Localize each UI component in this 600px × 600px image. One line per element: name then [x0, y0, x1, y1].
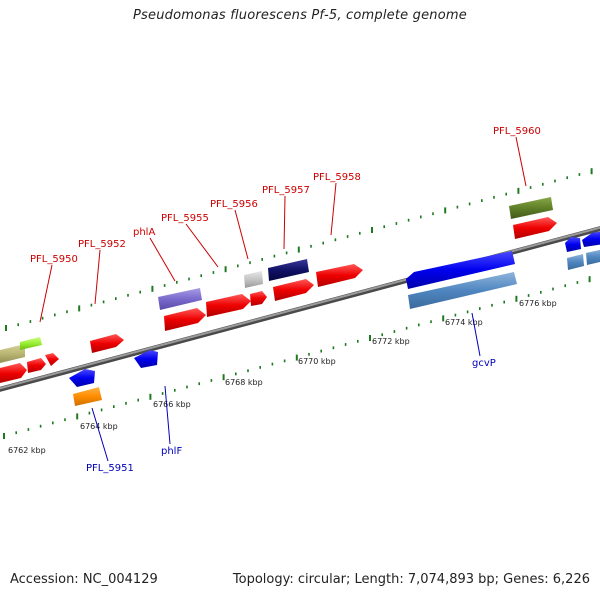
gene-blue-arrow-right-1[interactable]: [565, 237, 581, 252]
scale-label-6768: 6768 kbp: [225, 378, 263, 387]
gene-steel-right-2[interactable]: [586, 249, 600, 265]
lower-scale-ticks: [3, 276, 591, 439]
gene-blue-arrow-1[interactable]: [134, 350, 158, 368]
gene-label-pfl-5960[interactable]: PFL_5960: [493, 126, 541, 137]
gene-pfl-5952[interactable]: [90, 334, 124, 353]
upper-scale-ticks: [5, 168, 593, 331]
scale-label-6774: 6774 kbp: [445, 318, 483, 327]
gene-features: [0, 197, 600, 406]
gene-gcvp-steel[interactable]: [408, 272, 517, 309]
gene-label-phlf[interactable]: phlF: [161, 446, 182, 457]
gene-red-arrow-left-3[interactable]: [45, 353, 59, 366]
gene-pfl-5957[interactable]: [268, 259, 309, 281]
gene-gcvp-blue[interactable]: [406, 251, 515, 289]
gene-red-arrow-left-1[interactable]: [0, 363, 27, 384]
gene-red-arrow-5960[interactable]: [513, 217, 557, 239]
gene-label-pfl-5957[interactable]: PFL_5957: [262, 185, 310, 196]
scale-label-6764: 6764 kbp: [80, 422, 118, 431]
scale-labels: 6762 kbp 6764 kbp 6766 kbp 6768 kbp 6770…: [8, 299, 557, 455]
gene-pfl-5960[interactable]: [509, 197, 553, 219]
scale-label-6762: 6762 kbp: [8, 446, 46, 455]
top-leader-lines: [39, 136, 527, 323]
gene-blue-arrow-2[interactable]: [69, 369, 95, 387]
gene-pfl-5956-red[interactable]: [206, 294, 251, 317]
bottom-leader-lines: [91, 312, 481, 462]
gene-label-pfl-5958[interactable]: PFL_5958: [313, 172, 361, 183]
gene-red-small-center[interactable]: [250, 291, 267, 306]
bottom-gene-labels: PFL_5951 phlF gcvP: [86, 358, 496, 474]
scale-label-6766: 6766 kbp: [153, 400, 191, 409]
gene-label-pfl-5952[interactable]: PFL_5952: [78, 239, 126, 250]
gene-red-arrow-left-2[interactable]: [27, 358, 46, 373]
gene-pfl-5951[interactable]: [73, 387, 102, 406]
gene-lime-feature[interactable]: [20, 337, 42, 350]
gene-pfl-5958[interactable]: [316, 264, 363, 287]
genome-backbone: [0, 226, 600, 392]
gene-steel-right-1[interactable]: [567, 254, 584, 270]
gene-blue-arrow-right-2[interactable]: [582, 231, 600, 247]
gene-label-pfl-5950[interactable]: PFL_5950: [30, 254, 78, 265]
scale-label-6770: 6770 kbp: [298, 357, 336, 366]
gene-khaki-feature[interactable]: [0, 344, 25, 364]
gene-label-pfl-5956[interactable]: PFL_5956: [210, 199, 258, 210]
scale-label-6776: 6776 kbp: [519, 299, 557, 308]
gene-label-gcvp[interactable]: gcvP: [472, 358, 496, 369]
gene-red-arrow-5957[interactable]: [273, 279, 314, 301]
gene-pfl-5955[interactable]: [164, 308, 206, 331]
genome-summary-text: Topology: circular; Length: 7,074,893 bp…: [232, 572, 590, 587]
gene-pfl-5956-grey[interactable]: [244, 271, 263, 288]
accession-text: Accession: NC_004129: [10, 572, 158, 587]
top-gene-labels: PFL_5950 PFL_5952 phlA PFL_5955 PFL_5956…: [30, 126, 541, 265]
gene-label-pfl-5951[interactable]: PFL_5951: [86, 463, 134, 474]
gene-label-pfl-5955[interactable]: PFL_5955: [161, 213, 209, 224]
gene-label-phla[interactable]: phlA: [133, 227, 155, 238]
scale-label-6772: 6772 kbp: [372, 337, 410, 346]
gene-phla[interactable]: [158, 288, 202, 310]
genome-title: Pseudomonas fluorescens Pf-5, complete g…: [133, 8, 467, 23]
